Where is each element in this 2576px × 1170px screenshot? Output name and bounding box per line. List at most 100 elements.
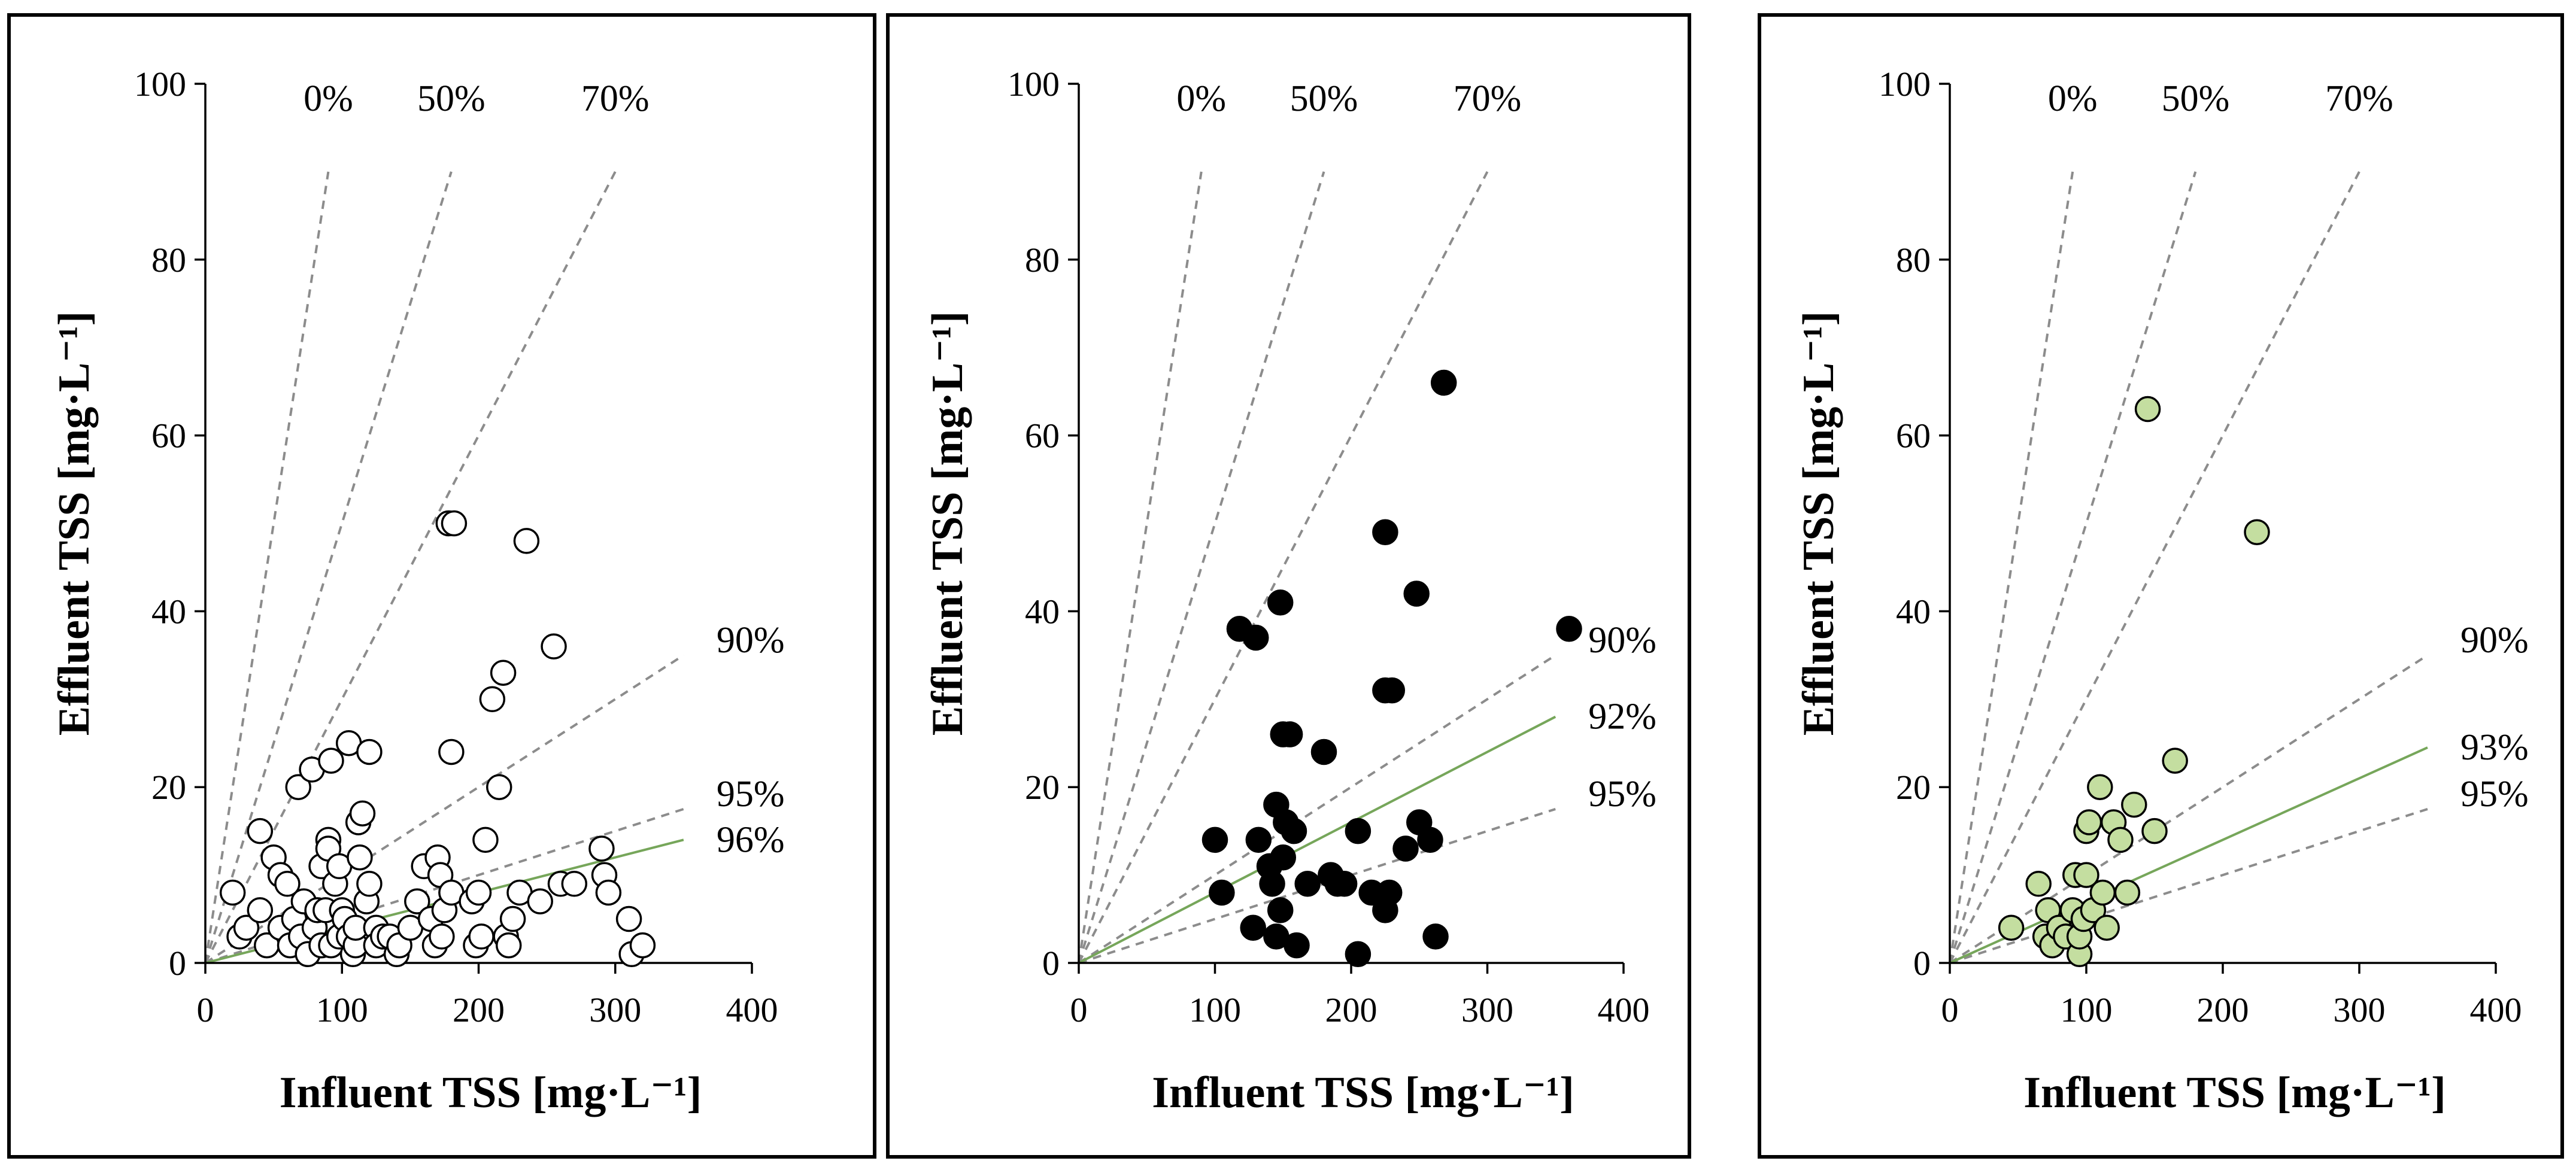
data-point xyxy=(1245,826,1272,853)
y-tick-label: 20 xyxy=(1025,768,1060,807)
x-tick-label: 400 xyxy=(2470,990,2522,1029)
panel-frame xyxy=(1758,13,2564,1159)
reference-label: 70% xyxy=(581,78,650,119)
reference-line-50pct xyxy=(1078,171,1325,964)
data-point xyxy=(429,923,455,950)
data-point xyxy=(465,879,492,906)
data-point xyxy=(233,914,260,941)
reference-label: 90% xyxy=(2460,620,2529,661)
data-point xyxy=(1294,871,1321,897)
data-point xyxy=(285,774,311,800)
data-point xyxy=(629,932,656,959)
data-point xyxy=(588,835,615,862)
data-point xyxy=(2093,914,2120,941)
reference-label: 70% xyxy=(1454,78,1522,119)
chart-panel-left: 0% 50% 70% 90% 95%96% 0 100 200 300 400 0 20 40 60 80 1… xyxy=(7,13,876,1159)
data-point xyxy=(1310,739,1337,765)
data-point xyxy=(527,888,553,914)
data-point xyxy=(1209,879,1235,906)
data-point xyxy=(2141,818,2168,844)
data-point xyxy=(1403,581,1430,607)
x-tick-label: 300 xyxy=(2334,990,2386,1029)
data-point xyxy=(1270,844,1296,871)
reference-label: 95% xyxy=(1588,774,1656,815)
x-tick-label: 200 xyxy=(1325,990,1377,1029)
data-point xyxy=(615,905,642,932)
x-axis-title: Influent TSS [mg·L⁻¹] xyxy=(280,1068,702,1117)
x-tick-label: 100 xyxy=(316,990,368,1029)
reference-label: 90% xyxy=(1588,620,1656,661)
data-point xyxy=(2025,871,2052,897)
y-axis-title: Effluent TSS [mg·L⁻¹] xyxy=(1794,311,1843,736)
data-point xyxy=(2089,879,2116,906)
data-point xyxy=(595,879,622,906)
y-tick-label: 60 xyxy=(1896,417,1931,455)
data-point xyxy=(1345,818,1372,844)
x-tick-label: 100 xyxy=(2061,990,2113,1029)
data-point xyxy=(2134,396,2161,423)
data-point xyxy=(1331,871,1358,897)
x-tick-label: 200 xyxy=(453,990,505,1029)
y-tick-label: 60 xyxy=(1025,417,1060,455)
data-point xyxy=(2121,791,2147,818)
reference-label: 0% xyxy=(304,78,353,119)
data-point xyxy=(1267,589,1294,616)
reference-label: 50% xyxy=(417,78,486,119)
y-tick-label: 80 xyxy=(1025,241,1060,279)
data-point xyxy=(490,660,517,686)
data-point xyxy=(468,923,494,950)
data-point xyxy=(1372,519,1398,545)
data-point xyxy=(2162,747,2188,774)
data-point xyxy=(1376,879,1403,906)
data-point xyxy=(349,800,376,827)
y-tick-label: 60 xyxy=(151,417,186,455)
x-tick-label: 100 xyxy=(1189,990,1241,1029)
x-tick-label: 300 xyxy=(589,990,641,1029)
data-point xyxy=(2107,826,2134,853)
y-tick-label: 20 xyxy=(151,768,186,807)
y-tick-label: 0 xyxy=(1042,944,1060,983)
trend-label: 93% xyxy=(2460,727,2529,768)
data-point xyxy=(472,826,499,853)
y-tick-label: 100 xyxy=(134,65,186,104)
y-axis-title: Effluent TSS [mg·L⁻¹] xyxy=(50,311,99,736)
data-point xyxy=(1284,932,1310,959)
data-point xyxy=(541,633,567,660)
data-point xyxy=(1240,914,1266,941)
data-point xyxy=(1556,616,1582,642)
data-point xyxy=(2087,774,2113,800)
reference-label: 0% xyxy=(1176,78,1226,119)
reference-line-50pct xyxy=(204,171,453,964)
data-point xyxy=(347,844,373,871)
data-point xyxy=(1259,871,1285,897)
data-point xyxy=(499,905,526,932)
data-point xyxy=(479,686,506,713)
x-tick-label: 400 xyxy=(726,990,778,1029)
y-tick-label: 80 xyxy=(151,241,186,279)
panel-frame xyxy=(7,13,876,1159)
trend-label: 96% xyxy=(717,819,785,860)
y-tick-label: 0 xyxy=(1913,944,1931,983)
data-point xyxy=(1379,677,1405,704)
x-tick-label: 0 xyxy=(1941,990,1959,1029)
y-tick-label: 0 xyxy=(169,944,186,983)
data-point xyxy=(486,774,512,800)
data-point xyxy=(2073,862,2099,888)
reference-line-50pct xyxy=(1949,171,2197,964)
chart-panel-middle: 0% 50% 70% 90% 95% 92% 0 100 200 300 400 0 20 40 60 80 1… xyxy=(886,13,1691,1159)
data-point xyxy=(219,879,246,906)
data-point xyxy=(1281,818,1307,844)
data-point xyxy=(356,871,383,897)
y-tick-label: 100 xyxy=(1008,65,1060,104)
data-point xyxy=(441,510,468,537)
reference-label: 50% xyxy=(1290,78,1358,119)
data-point xyxy=(356,739,383,765)
trend-line xyxy=(1078,715,1556,964)
x-tick-label: 0 xyxy=(197,990,214,1029)
data-point xyxy=(1430,369,1457,396)
y-axis-title: Effluent TSS [mg·L⁻¹] xyxy=(923,311,972,736)
data-point xyxy=(318,747,344,774)
data-point xyxy=(404,888,430,914)
panel-frame xyxy=(886,13,1691,1159)
